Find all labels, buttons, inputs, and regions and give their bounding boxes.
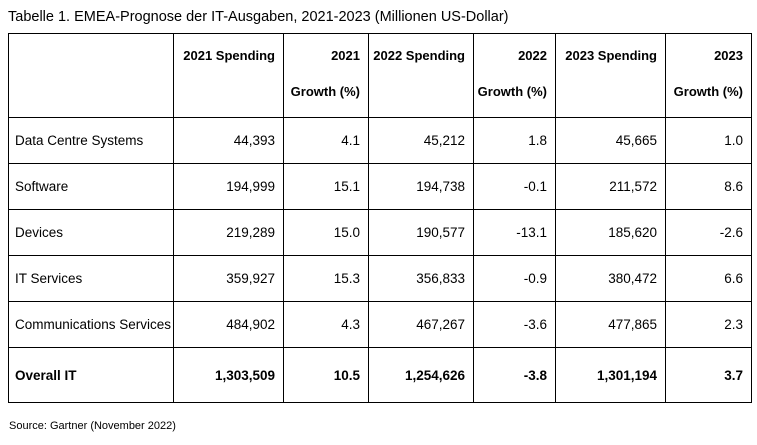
header-line1: 2023 Spending [565,48,657,63]
header-cell-2021-growth: 2021 Growth (%) [283,33,369,118]
cell-value: 2.3 [665,301,752,348]
row-label: Overall IT [8,347,174,403]
cell-value: 211,572 [555,163,666,210]
header-line1: 2021 [331,48,360,63]
table-row-overall-it: Overall IT 1,303,509 10.5 1,254,626 -3.8… [8,347,752,403]
cell-value: 1,254,626 [368,347,474,403]
cell-value: 44,393 [173,117,284,164]
table-row-it-services: IT Services 359,927 15.3 356,833 -0.9 38… [8,255,752,302]
cell-value: 15.3 [283,255,369,302]
row-label: Devices [8,209,174,256]
header-line2 [559,84,657,100]
table-row-data-centre-systems: Data Centre Systems 44,393 4.1 45,212 1.… [8,117,752,164]
cell-value: 15.1 [283,163,369,210]
cell-value: 380,472 [555,255,666,302]
cell-value: 359,927 [173,255,284,302]
cell-value: 484,902 [173,301,284,348]
header-line2: Growth (%) [673,84,743,99]
header-line2: Growth (%) [477,84,547,99]
cell-value: 194,738 [368,163,474,210]
header-line2: Growth (%) [290,84,360,99]
row-label: Data Centre Systems [8,117,174,164]
cell-value: 467,267 [368,301,474,348]
cell-value: 1,301,194 [555,347,666,403]
header-cell-2022-growth: 2022 Growth (%) [473,33,556,118]
header-line2 [372,84,465,100]
cell-value: 10.5 [283,347,369,403]
spending-table: 2021 Spending 2021 Growth (%) 2022 Spend… [8,33,752,403]
header-line1: 2022 Spending [373,48,465,63]
header-cell-2023-growth: 2023 Growth (%) [665,33,752,118]
cell-value: 219,289 [173,209,284,256]
cell-value: 15.0 [283,209,369,256]
cell-value: -3.8 [473,347,556,403]
cell-value: -0.1 [473,163,556,210]
header-line1: 2023 [714,48,743,63]
cell-value: 190,577 [368,209,474,256]
cell-value: 4.1 [283,117,369,164]
cell-value: 3.7 [665,347,752,403]
cell-value: 194,999 [173,163,284,210]
header-line2 [177,84,275,100]
page-title: Tabelle 1. EMEA-Prognose der IT-Ausgaben… [8,9,509,25]
table-row-software: Software 194,999 15.1 194,738 -0.1 211,5… [8,163,752,210]
cell-value: 6.6 [665,255,752,302]
cell-value: 1.0 [665,117,752,164]
row-label: Software [8,163,174,210]
header-line1: 2022 [518,48,547,63]
header-cell-2022-spending: 2022 Spending [368,33,474,118]
cell-value: 356,833 [368,255,474,302]
header-row: 2021 Spending 2021 Growth (%) 2022 Spend… [8,33,752,118]
header-cell-2021-spending: 2021 Spending [173,33,284,118]
table-row-devices: Devices 219,289 15.0 190,577 -13.1 185,6… [8,209,752,256]
row-label: IT Services [8,255,174,302]
cell-value: -13.1 [473,209,556,256]
cell-value: 1,303,509 [173,347,284,403]
row-label: Communications Services [8,301,174,348]
source-note: Source: Gartner (November 2022) [9,420,176,432]
cell-value: 4.3 [283,301,369,348]
cell-value: -3.6 [473,301,556,348]
header-cell-blank [8,33,174,118]
cell-value: -2.6 [665,209,752,256]
cell-value: 185,620 [555,209,666,256]
cell-value: 477,865 [555,301,666,348]
header-line1: 2021 Spending [183,48,275,63]
cell-value: 45,212 [368,117,474,164]
header-cell-2023-spending: 2023 Spending [555,33,666,118]
cell-value: -0.9 [473,255,556,302]
cell-value: 8.6 [665,163,752,210]
table-row-communications-services: Communications Services 484,902 4.3 467,… [8,301,752,348]
cell-value: 45,665 [555,117,666,164]
cell-value: 1.8 [473,117,556,164]
